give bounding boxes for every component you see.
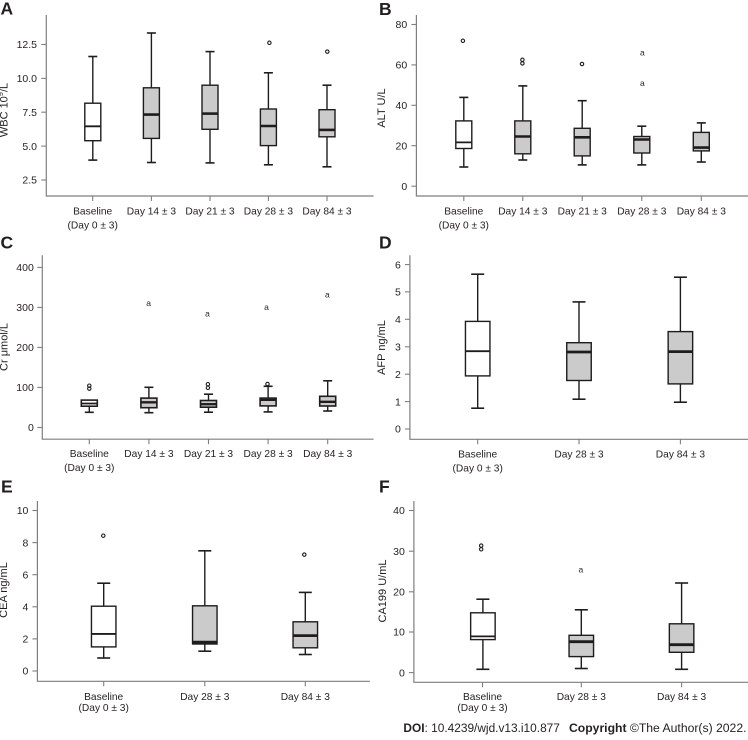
svg-text:5.0: 5.0 [22,141,37,153]
svg-text:(Day 0 ± 3): (Day 0 ± 3) [68,221,118,232]
svg-text:(Day 0 ± 3): (Day 0 ± 3) [457,703,507,714]
svg-text:1: 1 [395,396,401,408]
svg-text:Day 28 ± 3: Day 28 ± 3 [180,692,230,703]
svg-text:Day 28 ± 3: Day 28 ± 3 [554,450,604,461]
svg-text:B: B [379,0,392,19]
svg-text:(Day 0 ± 3): (Day 0 ± 3) [453,464,503,475]
svg-text:Day 28 ± 3: Day 28 ± 3 [244,207,294,218]
svg-text:10.0: 10.0 [17,73,38,85]
svg-text:Baseline: Baseline [463,692,502,703]
svg-text:60: 60 [396,60,408,72]
svg-text:40: 40 [396,100,408,112]
svg-text:10: 10 [17,505,29,517]
svg-text:80: 80 [396,19,408,31]
svg-text:AFP ng/mL: AFP ng/mL [376,320,388,375]
svg-text:Day 84 ± 3: Day 84 ± 3 [677,207,727,218]
svg-text:2: 2 [395,369,401,381]
svg-text:D: D [379,233,392,253]
svg-text:Day 28 ± 3: Day 28 ± 3 [243,449,293,460]
svg-text:Day 21 ± 3: Day 21 ± 3 [558,207,608,218]
svg-text:0: 0 [399,667,405,679]
svg-text:Day 14 ± 3: Day 14 ± 3 [124,449,174,460]
svg-text:6: 6 [23,569,29,581]
svg-text:8: 8 [23,537,29,549]
svg-text:a: a [264,302,269,312]
svg-text:a: a [579,564,584,574]
svg-text:200: 200 [16,342,34,354]
svg-text:Copyright ©The Author(s) 2022.: Copyright ©The Author(s) 2022. [569,721,747,735]
svg-text:4: 4 [23,602,29,614]
svg-text:ALT U/L: ALT U/L [376,88,388,127]
svg-text:Day 84 ± 3: Day 84 ± 3 [303,449,353,460]
svg-text:Day 84 ± 3: Day 84 ± 3 [302,207,352,218]
svg-text:Day 84 ± 3: Day 84 ± 3 [656,450,706,461]
svg-text:Day 14 ± 3: Day 14 ± 3 [498,207,548,218]
svg-text:2.5: 2.5 [22,175,37,187]
svg-text:300: 300 [16,302,34,314]
svg-text:10: 10 [393,627,405,639]
svg-text:F: F [379,476,390,496]
svg-text:40: 40 [393,505,405,517]
svg-text:7.5: 7.5 [22,107,37,119]
svg-text:0: 0 [395,424,401,436]
svg-text:a: a [205,309,210,319]
svg-text:WBC 109/L: WBC 109/L [0,83,11,137]
svg-text:Day 84 ± 3: Day 84 ± 3 [281,692,331,703]
svg-text:0: 0 [401,181,407,193]
svg-text:Cr μmol/L: Cr μmol/L [0,323,11,371]
svg-text:Baseline: Baseline [70,449,109,460]
svg-text:Day 14 ± 3: Day 14 ± 3 [127,207,177,218]
svg-text:20: 20 [396,140,408,152]
svg-text:2: 2 [23,634,29,646]
svg-text:(Day 0 ± 3): (Day 0 ± 3) [64,463,114,474]
svg-text:C: C [1,233,14,253]
svg-text:4: 4 [395,314,401,326]
svg-text:a: a [325,290,330,300]
svg-text:Baseline: Baseline [73,207,112,218]
svg-text:400: 400 [16,262,34,274]
svg-text:a: a [640,78,645,88]
svg-text:6: 6 [395,259,401,271]
svg-text:100: 100 [16,382,34,394]
svg-text:(Day 0 ± 3): (Day 0 ± 3) [79,703,129,714]
svg-text:a: a [146,298,151,308]
svg-text:20: 20 [393,587,405,599]
svg-text:a: a [640,48,645,58]
svg-text:12.5: 12.5 [17,39,38,51]
svg-text:Day 28 ± 3: Day 28 ± 3 [617,207,667,218]
svg-text:CA199 U/mL: CA199 U/mL [377,560,389,623]
svg-text:DOI: 10.4239/wjd.v13.i10.877: DOI: 10.4239/wjd.v13.i10.877 [403,721,560,735]
svg-text:3: 3 [395,342,401,354]
svg-text:E: E [1,476,13,496]
svg-text:5: 5 [395,287,401,299]
svg-text:0: 0 [28,422,34,434]
svg-text:A: A [1,0,14,19]
svg-text:CEA ng/mL: CEA ng/mL [0,562,10,618]
svg-text:Baseline: Baseline [458,450,497,461]
svg-text:Baseline: Baseline [444,207,483,218]
svg-text:(Day 0 ± 3): (Day 0 ± 3) [439,221,489,232]
svg-text:Day 28 ± 3: Day 28 ± 3 [557,692,607,703]
svg-text:Day 21 ± 3: Day 21 ± 3 [184,449,234,460]
svg-text:0: 0 [23,666,29,678]
svg-text:Day 21 ± 3: Day 21 ± 3 [185,207,235,218]
svg-text:30: 30 [393,546,405,558]
svg-text:Day 84 ± 3: Day 84 ± 3 [657,692,707,703]
svg-text:Baseline: Baseline [84,692,123,703]
